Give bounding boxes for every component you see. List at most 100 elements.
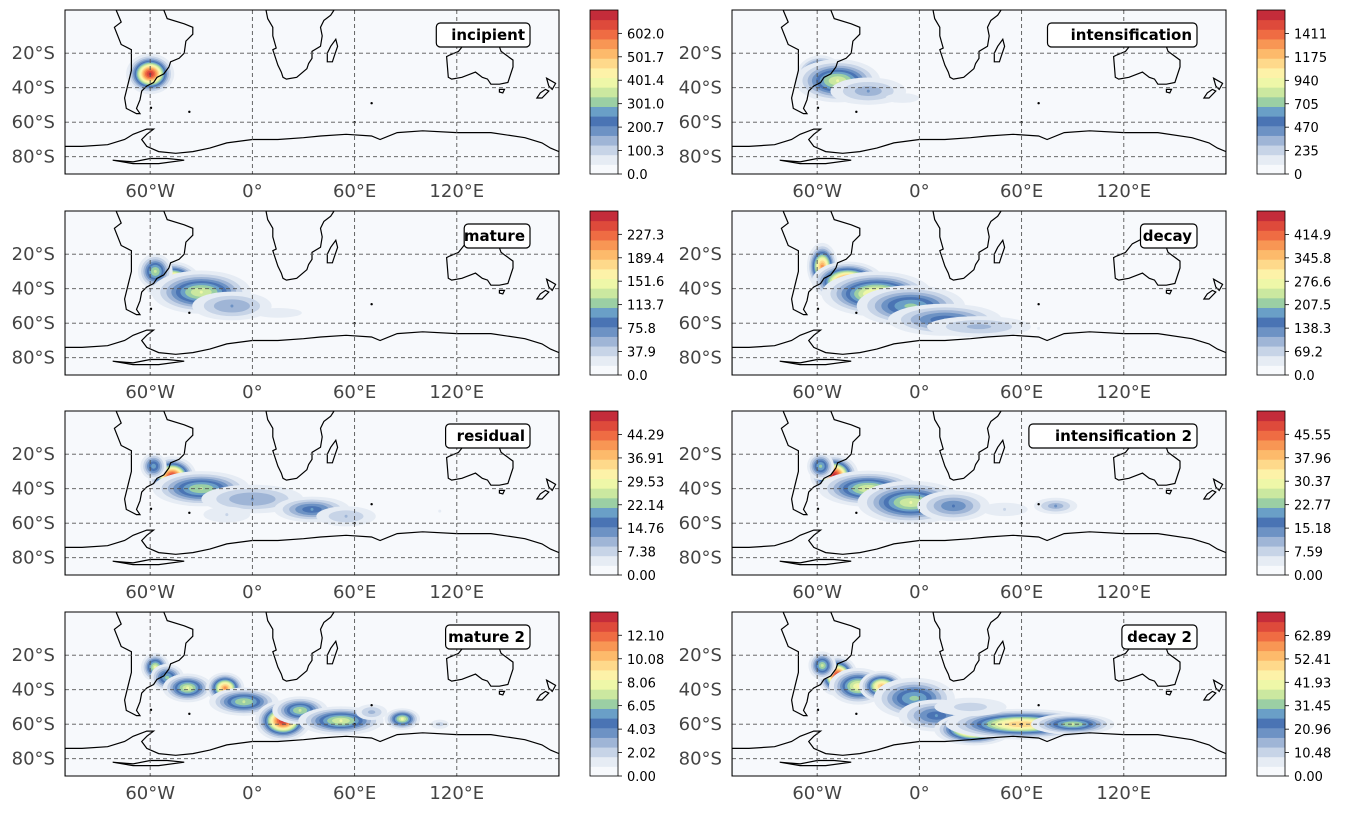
coastline-madagascar <box>326 238 339 264</box>
coastline-tasmania <box>498 88 506 94</box>
colorbar-band <box>1257 468 1285 480</box>
colorbar-tick-label: 14.76 <box>627 522 664 537</box>
map-frame <box>731 611 1227 777</box>
density-contour <box>253 308 302 318</box>
y-tick-label: 20°S <box>679 244 722 265</box>
gridlines <box>65 411 559 575</box>
colorbar-band <box>590 297 618 308</box>
colorbar-band <box>1257 497 1285 508</box>
x-tick-label: 60°E <box>1000 783 1043 804</box>
stage-label: residual <box>445 423 531 449</box>
y-tick-label: 20°S <box>679 645 722 666</box>
coastline-africa <box>265 10 335 80</box>
island <box>188 511 191 515</box>
colorbar-tick-label: 401.4 <box>627 74 664 89</box>
colorbar-band <box>1257 249 1285 260</box>
colorbar-tick-label: 207.5 <box>1294 299 1331 314</box>
colorbar-band <box>1257 689 1285 700</box>
colorbar-band <box>590 220 618 231</box>
colorbar-band <box>590 621 618 632</box>
x-tick-label: 120°E <box>1096 582 1151 603</box>
coastline-africa <box>265 612 335 682</box>
colorbar-band <box>1257 67 1285 79</box>
stage-label: intensification 2 <box>1028 423 1198 449</box>
stage-label: incipient <box>435 22 531 48</box>
colorbar-tick-label: 7.38 <box>627 546 656 561</box>
colorbar-band <box>590 555 618 566</box>
y-tick-label: 60°S <box>679 313 722 334</box>
colorbar-band <box>590 268 618 280</box>
colorbar-band <box>1257 268 1285 280</box>
stage-label-text: mature <box>464 227 525 245</box>
colorbar-band <box>1257 420 1285 431</box>
colorbar-band <box>590 307 618 318</box>
coastline-antarctica <box>65 730 559 776</box>
colorbar-tick-label: 12.10 <box>627 629 664 644</box>
x-tick-label: 0° <box>909 382 929 403</box>
stage-label-box <box>463 223 531 249</box>
colorbar-band <box>1257 145 1285 156</box>
colorbar-band <box>1257 19 1285 30</box>
coastline-nz2 <box>1202 489 1217 500</box>
colorbar-band <box>590 756 618 767</box>
colorbar-band <box>590 317 618 328</box>
x-tick-label: 120°E <box>429 582 484 603</box>
colorbar-band <box>590 154 618 165</box>
colorbar-band <box>590 497 618 508</box>
island <box>370 102 373 105</box>
coastline-antarctica <box>732 128 1226 174</box>
y-tick-label: 40°S <box>12 680 55 701</box>
density-contour <box>223 686 227 690</box>
stage-label: mature <box>463 223 531 249</box>
colorbar-band <box>590 125 618 136</box>
colorbar-band <box>1257 38 1285 50</box>
colorbar-band <box>1257 621 1285 632</box>
colorbar-tick-label: 113.7 <box>627 299 664 314</box>
coastline-tasmania <box>1165 690 1173 696</box>
x-tick-label: 0° <box>242 582 262 603</box>
colorbar-band <box>1257 77 1285 88</box>
coastline-nz2 <box>535 88 550 99</box>
stage-label-text: residual <box>457 427 525 445</box>
map-panel: 20°S 40°S 60°S 80°S 60°W 0° 60°E 120°E intensifi… <box>679 9 1327 202</box>
colorbar-band <box>590 346 618 357</box>
colorbar-tick-label: 44.29 <box>627 429 664 444</box>
colorbar-band <box>1257 449 1285 460</box>
colorbar-band <box>590 278 618 289</box>
coastline-madagascar <box>326 438 339 464</box>
colorbar-band <box>1257 507 1285 518</box>
density-contour <box>866 89 870 93</box>
island <box>1037 704 1040 707</box>
island <box>1037 102 1040 105</box>
colorbar: 0.0 69.2 138.3 207.5 276.6 345.8 414.9 <box>1256 210 1331 384</box>
colorbar-band <box>590 77 618 88</box>
y-tick-label: 60°S <box>679 112 722 133</box>
colorbar-band <box>1257 211 1285 222</box>
coastline-australia <box>1112 237 1181 286</box>
colorbar-band <box>1257 747 1285 758</box>
colorbar-band <box>590 449 618 460</box>
density-contour <box>225 513 229 517</box>
colorbar-tick-label: 301.0 <box>627 98 664 113</box>
x-tick-label: 60°W <box>792 582 842 603</box>
coastline-madagascar <box>993 639 1006 665</box>
x-tick-label: 120°E <box>429 783 484 804</box>
y-tick-label: 40°S <box>12 279 55 300</box>
coastline-tasmania <box>498 489 506 495</box>
island <box>1037 503 1040 506</box>
colorbar-tick-label: 0.00 <box>627 770 656 785</box>
colorbar-band <box>590 326 618 337</box>
density-contour <box>820 664 824 668</box>
colorbar-tick-label: 940 <box>1294 74 1319 89</box>
stage-label-box <box>1139 223 1198 249</box>
density-contour <box>344 514 348 518</box>
y-tick-label: 60°S <box>679 513 722 534</box>
stage-label: mature 2 <box>445 624 531 650</box>
colorbar-tick-label: 2.02 <box>627 747 656 762</box>
colorbar-band <box>590 135 618 146</box>
y-tick-label: 60°S <box>12 112 55 133</box>
density-contour <box>165 675 170 680</box>
colorbar-band <box>590 698 618 709</box>
coastline-southAmerica <box>113 612 194 717</box>
x-tick-label: 0° <box>242 783 262 804</box>
